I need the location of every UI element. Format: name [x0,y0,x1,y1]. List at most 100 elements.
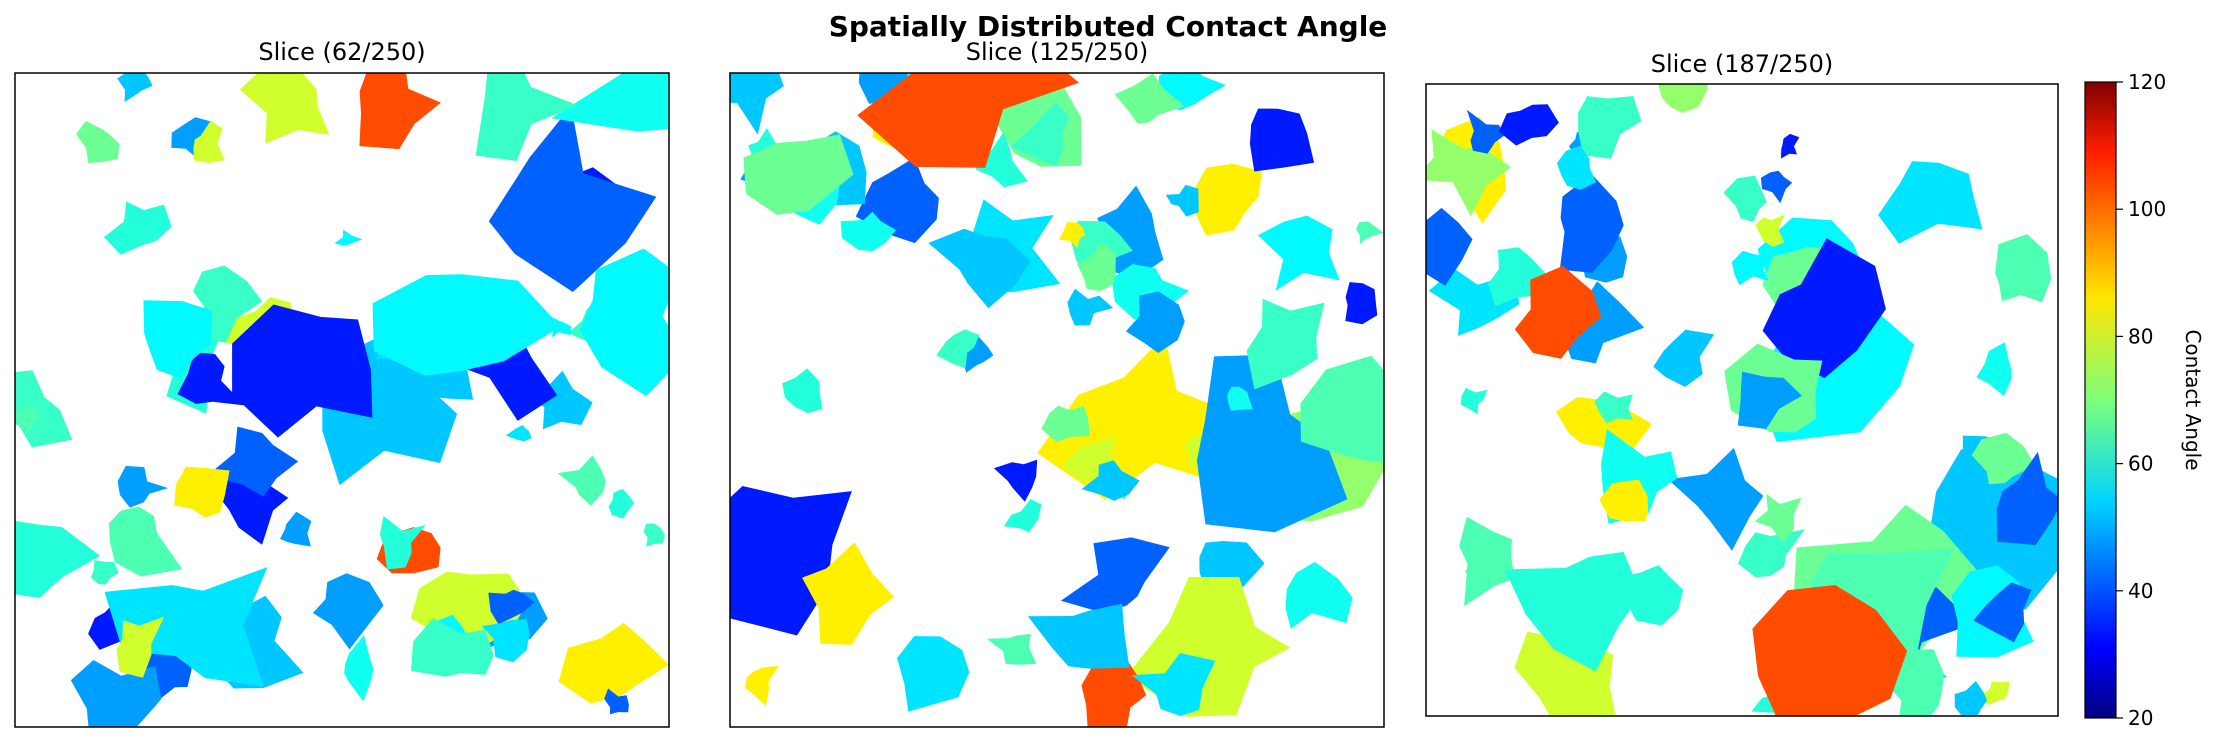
pore-region [1356,221,1384,245]
pore-region [1300,355,1384,463]
pore-region [117,73,153,103]
pore-region [1668,447,1764,551]
pore-region [91,560,119,585]
pore-region [1466,109,1506,154]
pore-region [975,131,1028,188]
pore-region [730,73,784,135]
heatmap-blobs [1426,84,2058,716]
pore-region [1426,129,1512,217]
pore-region [1599,479,1649,522]
pore-region [1227,386,1253,411]
pore-region [1060,537,1170,613]
heatmap-blobs [15,73,669,727]
pore-region [993,459,1038,502]
pore-region [1954,681,1987,716]
pore-region [1738,529,1805,578]
pore-region [782,368,823,414]
pore-region [1504,551,1642,672]
pore-region [897,636,970,712]
heatmap-blobs [730,73,1384,727]
pore-region [104,567,268,687]
pore-region [1996,451,2058,545]
pore-region [1762,238,1886,379]
pore-region [117,465,168,508]
pore-region [505,425,532,442]
pore-region [372,274,561,376]
pore-region [1345,282,1378,325]
pore-region [359,73,441,150]
pore-region [743,134,854,215]
pore-region [109,506,183,577]
colorbar-gradient [2084,81,2117,719]
pore-region [551,73,669,132]
pore-region [1459,516,1515,607]
pore-region [344,634,374,702]
pore-region [1562,281,1645,364]
pore-region [745,665,779,706]
pore-region [15,520,101,598]
pore-region [608,488,635,519]
pore-region [1878,161,1983,244]
pore-region [1658,84,1708,113]
pore-region [239,73,330,144]
pore-region [174,466,230,518]
pore-region [1003,499,1042,533]
pore-region [15,406,41,434]
pore-region [116,616,165,678]
pore-region [557,455,606,506]
pore-region [1126,576,1291,717]
colorbar-tick-label: 40 [2128,579,2153,603]
pore-region [730,486,852,636]
pore-region [1731,250,1769,286]
pore-region [558,622,669,704]
pore-region [1976,342,2012,397]
pore-region [1165,184,1199,217]
pore-region [177,352,246,406]
pore-region [1723,175,1767,222]
pore-region [280,511,312,547]
pore-region [1578,96,1642,159]
pore-region [206,426,299,497]
pore-region [1081,654,1147,727]
panel-title: Slice (125/250) [966,38,1149,66]
colorbar-tick-label: 60 [2128,452,2153,476]
pore-region [1192,163,1262,236]
pore-region [1755,214,1785,247]
pore-region [143,300,212,379]
colorbar-tick-label: 80 [2128,324,2153,348]
panel-slice-1: Slice (62/250) [14,38,670,728]
pore-region [1995,234,2052,303]
colorbar-ticks: 20 40 60 80 100 120 [2116,70,2166,730]
pore-region [604,688,629,715]
colorbar: 20 40 60 80 100 120 Contact Angle [2084,70,2205,730]
pore-region [928,228,1031,309]
pore-region [579,248,669,397]
pore-region [1067,288,1113,326]
pore-region [1754,493,1802,543]
pore-region [1257,215,1340,291]
pore-region [103,201,172,255]
pore-region [1559,174,1624,273]
axes-frame [14,72,670,728]
pore-region [76,121,120,164]
pore-region [1249,108,1315,172]
pore-region [1246,298,1325,390]
pore-region [1514,265,1602,359]
pore-region [481,619,530,663]
panel-title: Slice (62/250) [258,38,425,66]
pore-region [1460,387,1488,415]
pore-region [1971,432,2035,485]
pore-region [1752,585,1908,716]
pore-region [1111,264,1189,320]
pore-region [519,370,593,430]
pore-region [840,211,896,252]
pore-region [857,73,1079,168]
pore-region [70,660,162,727]
axes-frame [1425,83,2059,717]
pore-region [1594,391,1634,424]
pore-region [379,515,426,570]
pore-region [936,329,980,369]
colorbar-tick-label: 120 [2128,70,2166,94]
pore-region [1010,102,1069,167]
